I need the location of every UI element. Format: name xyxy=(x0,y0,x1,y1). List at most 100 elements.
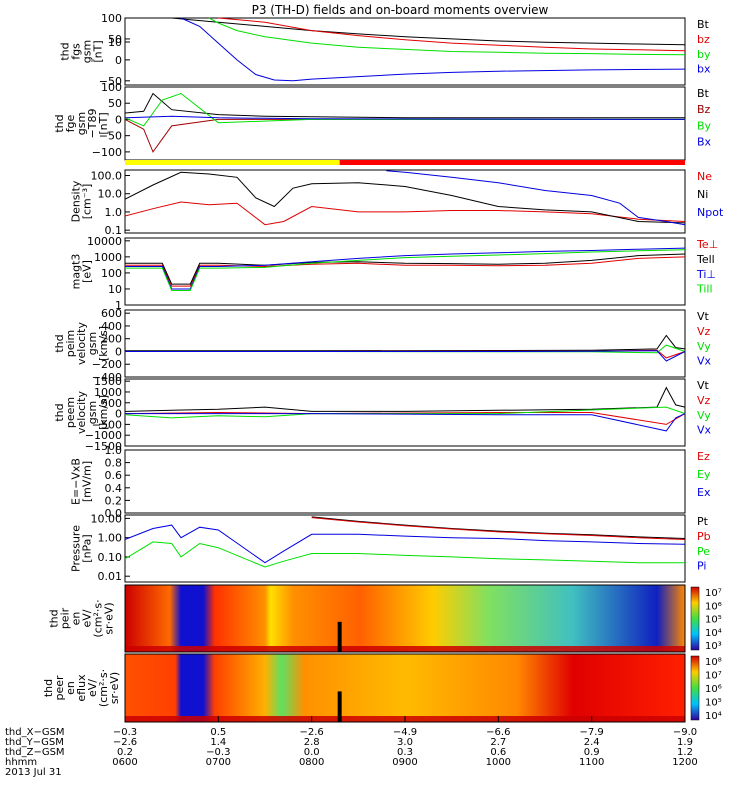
series-line-Pb xyxy=(311,517,686,540)
data-gap-mark xyxy=(337,621,342,652)
legend-label: Vx xyxy=(697,355,712,368)
legend-label: bx xyxy=(697,63,711,76)
y-tick-label: 10.0 xyxy=(98,188,123,201)
y-tick-label: 1000 xyxy=(94,251,122,264)
panel-temperature: 10000 1000 100 10 1 magt3[eV] Te⊥ Tell Ti⊥ Till xyxy=(70,235,719,312)
y-tick-label: 0.6 xyxy=(105,469,123,482)
heatmap-low-energy-band xyxy=(125,646,685,652)
x-tick-label: 0.2 xyxy=(117,747,133,758)
legend-label: Npot xyxy=(697,206,724,219)
y-axis-label: thdfgsgsm[nT] xyxy=(59,40,105,63)
legend-label: Vt xyxy=(697,310,710,323)
panel-frame xyxy=(124,378,686,447)
x-tick-label: 1.4 xyxy=(210,737,226,748)
panel-frame xyxy=(124,86,686,161)
series-line-Tell xyxy=(125,253,686,285)
legend-label: Pt xyxy=(697,515,709,528)
y-axis-label-line: [km/s] xyxy=(97,326,110,361)
legend-label: Ni xyxy=(697,188,708,201)
series-line-Vx xyxy=(125,350,686,362)
y-axis-label-line: gsm xyxy=(86,332,99,355)
legend-label: Bt xyxy=(697,18,710,31)
y-tick-label: 100 xyxy=(101,12,122,25)
x-tick-label: 1200 xyxy=(672,757,697,768)
panel-frame xyxy=(124,237,686,306)
panel-frame xyxy=(124,514,686,583)
x-tick-label: −4.9 xyxy=(393,727,417,738)
y-tick-label: −200 xyxy=(92,358,122,371)
legend-label: Bt xyxy=(697,87,710,100)
legend-label: Ex xyxy=(697,486,711,499)
legend-label: Bz xyxy=(697,103,711,116)
legend-label: Tell xyxy=(696,253,715,266)
series-line-Bt xyxy=(124,92,685,119)
y-axis-label: E=−VxB[mV/m] xyxy=(70,458,94,505)
x-tick-label: 0.0 xyxy=(304,747,320,758)
series-line-Pt xyxy=(311,516,686,539)
mode-bar-segment xyxy=(125,160,340,165)
y-tick-label: −1500 xyxy=(85,440,122,453)
colorbar-tick-label: 10⁷ xyxy=(705,671,722,682)
x-tick-label: 0800 xyxy=(299,757,324,768)
y-axis-label-line: [eV] xyxy=(81,260,94,283)
y-axis-label: thdfgegsm−T89[nT] xyxy=(53,109,110,139)
legend-label: Ne xyxy=(697,170,712,183)
y-tick-label: 1.00 xyxy=(98,532,123,545)
x-tick-label: −2.6 xyxy=(113,737,137,748)
y-axis-label-line: thd xyxy=(42,679,55,697)
panel-fgs: 100 50 0 −50 thdfgsgsm[nT] Bt bz by bx xyxy=(59,12,711,88)
legend-label: Te⊥ xyxy=(696,238,718,251)
series-line-Bt xyxy=(171,17,686,46)
y-tick-label: 0 xyxy=(115,54,122,67)
legend-label: Ti⊥ xyxy=(696,268,716,281)
legend-label: Pe xyxy=(697,545,710,558)
y-axis-label: Density[cm⁻³] xyxy=(70,180,94,222)
panel-frame xyxy=(124,584,686,653)
y-tick-label: 0.1 xyxy=(105,224,123,237)
y-tick-label: −500 xyxy=(92,418,122,431)
colorbar-tick-label: 10⁴ xyxy=(705,628,722,639)
y-axis-label: thdpeireneV/(cm²·s·sr·eV) xyxy=(48,599,116,637)
panel-frame xyxy=(124,17,686,86)
y-tick-label: 0.4 xyxy=(105,482,123,495)
x-row-label: thd_X−GSM xyxy=(5,727,65,738)
y-tick-label: 0 xyxy=(115,113,122,126)
y-tick-label: 10000 xyxy=(87,235,122,248)
y-tick-label: 600 xyxy=(101,307,122,320)
y-axis-label-line: (cm²·s· xyxy=(92,599,105,637)
y-tick-label: 1 xyxy=(115,299,122,312)
y-tick-label: 100 xyxy=(101,81,122,94)
x-tick-label: −0.3 xyxy=(206,747,230,758)
y-tick-label: 100 xyxy=(101,267,122,280)
y-tick-label: 10 xyxy=(108,36,122,49)
x-tick-label: 0900 xyxy=(392,757,417,768)
y-tick-label: −1000 xyxy=(85,429,122,442)
y-tick-label: 1000 xyxy=(94,386,122,399)
panel-frame xyxy=(124,169,686,234)
legend-label: Ey xyxy=(697,468,711,481)
series-line-By xyxy=(124,92,685,127)
y-tick-label: 1.0 xyxy=(105,206,123,219)
y-axis-label-line: (cm²·s· xyxy=(97,669,110,707)
y-tick-label: 1500 xyxy=(94,375,122,388)
x-tick-label: 0700 xyxy=(206,757,231,768)
series-line-Bz xyxy=(124,118,685,153)
legend-label: Vt xyxy=(697,379,710,392)
y-axis-label-line: [km/s] xyxy=(97,395,110,430)
colorbar-tick-label: 10⁵ xyxy=(705,615,722,626)
y-tick-label: −400 xyxy=(92,371,122,384)
y-axis-label-line: [mV/m] xyxy=(81,461,94,502)
x-tick-label: 0.3 xyxy=(397,747,413,758)
y-axis-label-line: [nT] xyxy=(92,40,105,62)
y-axis-label-line: sr·eV) xyxy=(108,672,121,704)
series-line-bz xyxy=(218,17,686,52)
y-axis-label-line: Density xyxy=(70,180,83,222)
y-axis-label-line: thd xyxy=(48,609,61,627)
colorbar: 10⁸ 10⁷ 10⁶ 10⁵ 10⁴ xyxy=(690,655,722,722)
y-axis-label-line: eV/ xyxy=(81,609,94,627)
legend-label: bz xyxy=(697,33,710,46)
y-axis-label-line: −T89 xyxy=(86,109,99,139)
y-axis-label-line: eV/ xyxy=(86,679,99,697)
legend-label: Till xyxy=(696,283,713,296)
